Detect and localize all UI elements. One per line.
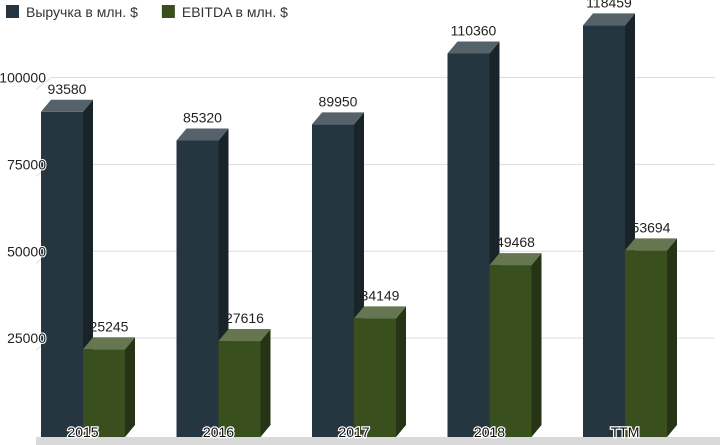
data-label: 27616: [225, 310, 264, 326]
bar-side: [667, 238, 677, 437]
chart-floor: [36, 437, 720, 445]
legend-label: Выручка в млн. $: [26, 4, 138, 20]
bar-top: [176, 128, 229, 141]
x-tick-label: 2015: [67, 424, 98, 440]
data-labels: 93580 25245 85320 27616 89950 34149 110360 4946…: [48, 0, 671, 334]
bar: [625, 238, 677, 437]
legend-swatch: [6, 5, 19, 18]
data-label: 49468: [496, 234, 535, 250]
x-tick-label: 2017: [338, 424, 369, 440]
bar-top: [489, 253, 542, 266]
y-tick-label: 50000: [7, 243, 46, 259]
bar-front: [489, 265, 532, 437]
bar-top: [354, 306, 406, 319]
legend-label: EBITDA в млн. $: [182, 4, 288, 20]
legend-item: EBITDA в млн. $: [161, 4, 288, 20]
y-tick-label: 100000: [0, 70, 46, 86]
bar: [83, 337, 135, 437]
bar-front: [312, 124, 354, 437]
y-tick-label: 25000: [7, 330, 46, 346]
y-tick-label: 75000: [7, 156, 46, 172]
bar-front: [41, 111, 83, 437]
data-label: 53694: [632, 219, 671, 235]
legend-swatch: [161, 5, 175, 18]
bar-top: [218, 329, 271, 342]
bar: [354, 306, 406, 437]
bar-top: [41, 99, 93, 112]
bar-front: [583, 25, 625, 437]
bar-side: [396, 306, 406, 437]
bars: [41, 13, 677, 438]
bar-side: [260, 329, 271, 437]
bar-front: [354, 318, 396, 437]
floor-plane: [36, 437, 720, 445]
bar: [489, 253, 542, 437]
bar: [218, 329, 271, 437]
x-tick-label: 2016: [203, 424, 234, 440]
data-label: 93580: [48, 81, 87, 97]
grid-line-depth: [35, 77, 52, 90]
x-tick-label: TTM: [611, 424, 640, 440]
x-tick-label: 2018: [474, 424, 505, 440]
data-label: 118459: [586, 0, 632, 10]
bar-front: [447, 53, 490, 438]
bar-side: [125, 337, 135, 437]
bar-top: [583, 13, 635, 26]
x-axis: 2015 2016 2017 2018 TTM: [66, 423, 640, 442]
data-label: 85320: [183, 110, 222, 126]
bar-top: [447, 41, 500, 54]
bar-front: [176, 140, 219, 437]
legend-item: Выручка в млн. $: [6, 4, 138, 20]
bar-front: [83, 349, 125, 437]
data-label: 89950: [319, 93, 358, 109]
bar-front: [625, 250, 667, 437]
bar-top: [83, 337, 135, 350]
bar-side: [531, 253, 542, 437]
bar-top: [312, 112, 364, 125]
y-axis: 25000 50000 75000 100000: [0, 69, 47, 348]
bar-front: [218, 341, 261, 437]
data-label: 34149: [361, 287, 400, 303]
legend: Выручка в млн. $ EBITDA в млн. $: [6, 4, 288, 20]
data-label: 110360: [451, 22, 497, 38]
bar-top: [625, 238, 677, 251]
data-label: 25245: [90, 318, 129, 334]
